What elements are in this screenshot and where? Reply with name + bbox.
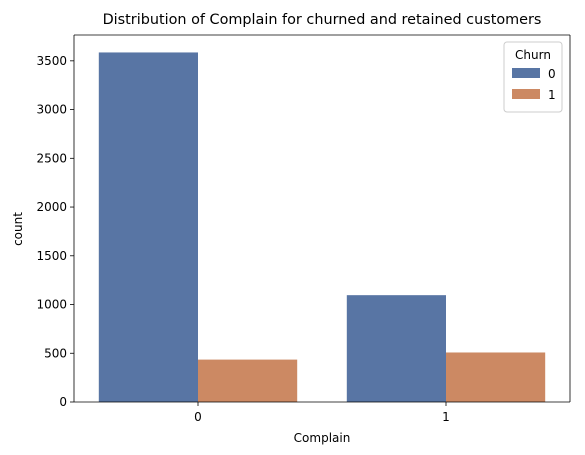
- legend: Churn 0 1: [503, 41, 563, 113]
- bar-complain-0-churn-0: [98, 52, 198, 403]
- chart-title: Distribution of Complain for churned and…: [103, 12, 542, 28]
- y-tick-label: 1000: [36, 298, 67, 312]
- y-tick-label: 3000: [36, 103, 67, 117]
- y-tick-label: 2000: [36, 200, 67, 214]
- y-tick-label: 1500: [36, 249, 67, 263]
- y-tick-label: 500: [44, 346, 67, 360]
- legend-swatch-1: [512, 89, 540, 99]
- bar-complain-1-churn-1: [446, 352, 546, 402]
- bar-complain-0-churn-1: [198, 359, 298, 402]
- bar-complain-1-churn-0: [346, 295, 446, 402]
- legend-label-0: 0: [548, 67, 556, 81]
- y-tick-label: 2500: [36, 151, 67, 165]
- legend-label-1: 1: [548, 88, 556, 102]
- x-tick-label: 1: [442, 410, 450, 424]
- x-tick-label: 0: [194, 410, 202, 424]
- y-ticks-group: 0 500 1000 1500 2000 2500 3000 3500: [36, 54, 74, 409]
- y-tick-label: 3500: [36, 54, 67, 68]
- x-axis-label: Complain: [294, 431, 351, 445]
- legend-swatch-0: [512, 68, 540, 78]
- y-axis-label: count: [11, 212, 25, 246]
- bars-group: [98, 52, 546, 403]
- y-tick-label: 0: [59, 395, 67, 409]
- axes-group: [73, 34, 571, 403]
- legend-title: Churn: [515, 48, 551, 62]
